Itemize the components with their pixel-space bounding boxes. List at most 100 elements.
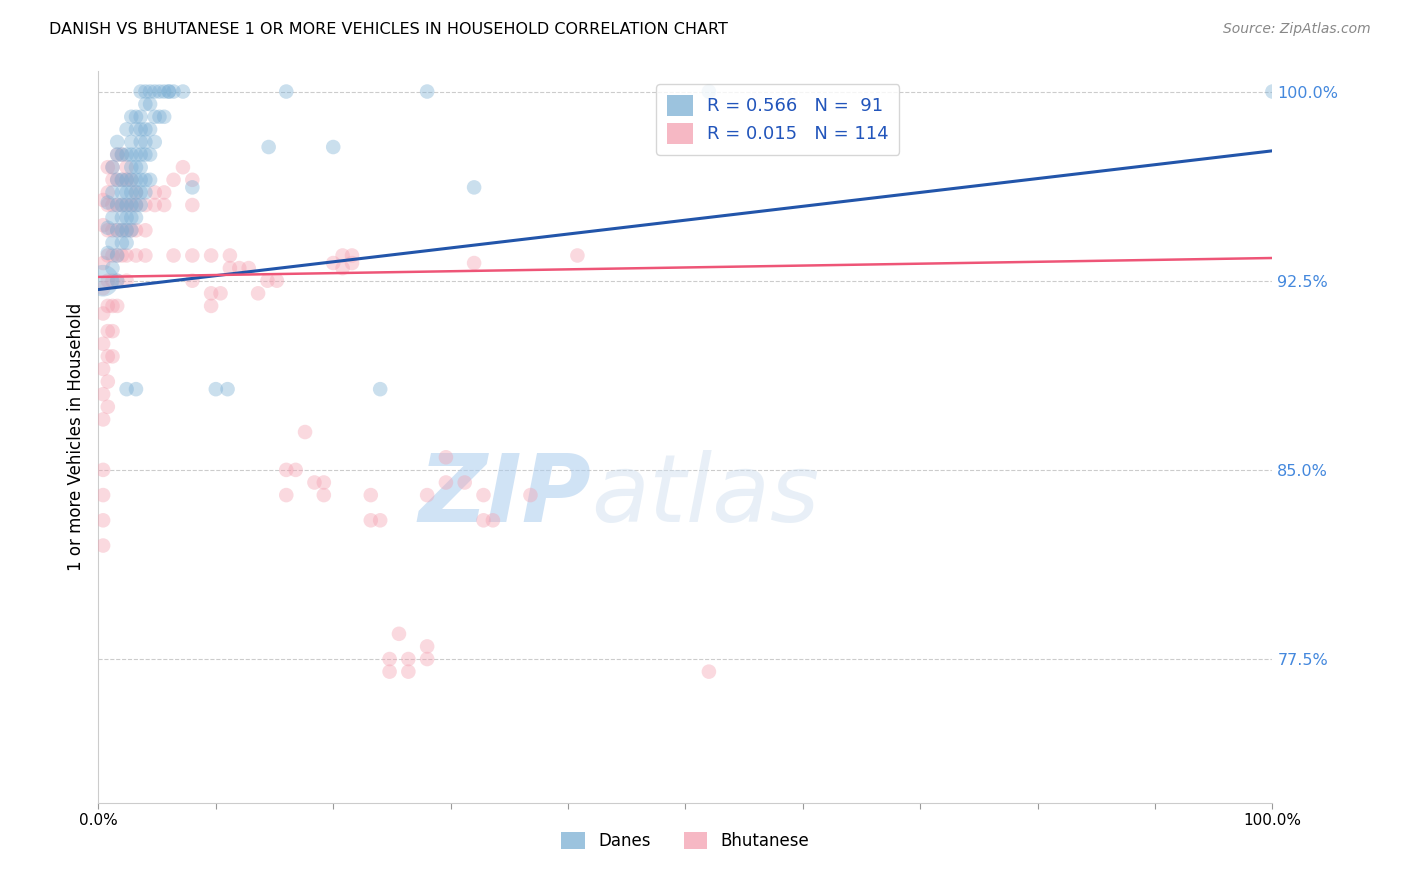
- Point: [105, 299, 128, 313]
- Point: [125, 211, 148, 225]
- Point: [91, 281, 114, 295]
- Point: [139, 85, 162, 99]
- Point: [97, 324, 120, 338]
- Point: [434, 450, 457, 465]
- Point: [181, 274, 204, 288]
- Point: [105, 198, 128, 212]
- Point: [111, 173, 134, 187]
- Point: [91, 513, 114, 527]
- Point: [172, 85, 194, 99]
- Point: [134, 198, 156, 212]
- Point: [111, 223, 134, 237]
- Point: [120, 135, 142, 149]
- Point: [129, 173, 152, 187]
- Point: [129, 147, 152, 161]
- Point: [97, 375, 120, 389]
- Point: [332, 248, 354, 262]
- Point: [228, 261, 250, 276]
- Point: [134, 223, 156, 237]
- Point: [322, 256, 344, 270]
- Point: [148, 85, 170, 99]
- Point: [134, 97, 156, 112]
- Point: [219, 261, 242, 276]
- Point: [416, 488, 439, 502]
- Point: [284, 463, 307, 477]
- Point: [378, 665, 401, 679]
- Point: [697, 85, 720, 99]
- Point: [129, 186, 152, 200]
- Point: [120, 211, 142, 225]
- Point: [91, 274, 114, 288]
- Text: Source: ZipAtlas.com: Source: ZipAtlas.com: [1223, 22, 1371, 37]
- Point: [134, 122, 156, 136]
- Point: [115, 198, 138, 212]
- Point: [322, 140, 344, 154]
- Point: [434, 475, 457, 490]
- Point: [143, 186, 166, 200]
- Point: [101, 160, 124, 174]
- Point: [209, 286, 232, 301]
- Point: [115, 274, 138, 288]
- Point: [125, 186, 148, 200]
- Point: [120, 223, 142, 237]
- Text: ZIP: ZIP: [419, 450, 592, 541]
- Point: [115, 223, 138, 237]
- Point: [238, 261, 260, 276]
- Point: [111, 223, 134, 237]
- Point: [143, 135, 166, 149]
- Point: [463, 180, 485, 194]
- Point: [111, 211, 134, 225]
- Point: [111, 173, 134, 187]
- Point: [115, 160, 138, 174]
- Point: [153, 85, 176, 99]
- Point: [143, 110, 166, 124]
- Point: [111, 235, 134, 250]
- Point: [101, 274, 124, 288]
- Point: [97, 195, 120, 210]
- Point: [416, 85, 439, 99]
- Point: [105, 248, 128, 262]
- Point: [519, 488, 541, 502]
- Point: [115, 186, 138, 200]
- Point: [97, 350, 120, 364]
- Point: [153, 198, 176, 212]
- Point: [97, 220, 120, 235]
- Point: [125, 122, 148, 136]
- Point: [247, 286, 270, 301]
- Point: [304, 475, 326, 490]
- Point: [157, 85, 180, 99]
- Point: [97, 248, 120, 262]
- Point: [200, 248, 222, 262]
- Point: [134, 147, 156, 161]
- Point: [129, 85, 152, 99]
- Point: [416, 640, 439, 654]
- Point: [105, 223, 128, 237]
- Point: [139, 122, 162, 136]
- Point: [125, 198, 148, 212]
- Point: [294, 425, 316, 439]
- Point: [139, 97, 162, 112]
- Point: [91, 218, 114, 232]
- Point: [125, 223, 148, 237]
- Point: [143, 85, 166, 99]
- Point: [105, 147, 128, 161]
- Point: [105, 135, 128, 149]
- Point: [482, 513, 505, 527]
- Point: [115, 122, 138, 136]
- Text: atlas: atlas: [592, 450, 820, 541]
- Point: [115, 223, 138, 237]
- Point: [153, 186, 176, 200]
- Text: DANISH VS BHUTANESE 1 OR MORE VEHICLES IN HOUSEHOLD CORRELATION CHART: DANISH VS BHUTANESE 1 OR MORE VEHICLES I…: [49, 22, 728, 37]
- Point: [97, 246, 120, 260]
- Point: [111, 198, 134, 212]
- Point: [105, 274, 128, 288]
- Point: [472, 513, 495, 527]
- Point: [205, 382, 228, 396]
- Point: [91, 193, 114, 207]
- Point: [101, 160, 124, 174]
- Point: [340, 248, 363, 262]
- Point: [181, 173, 204, 187]
- Point: [217, 382, 239, 396]
- Point: [101, 261, 124, 276]
- Point: [91, 412, 114, 426]
